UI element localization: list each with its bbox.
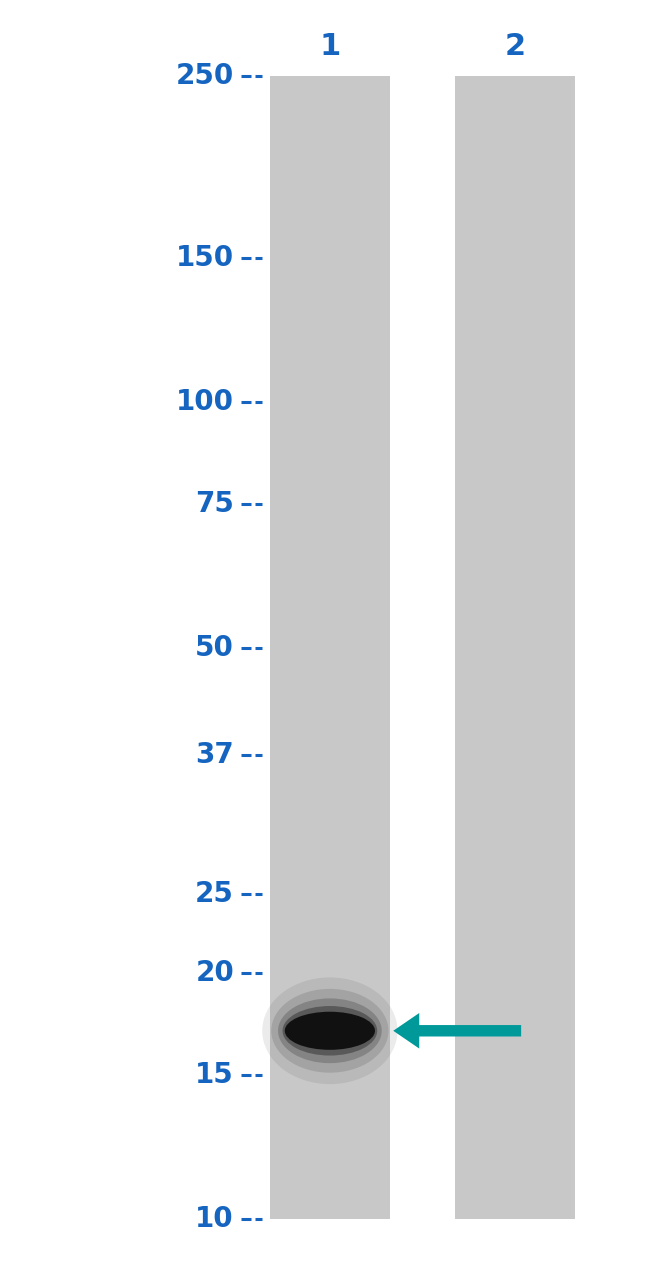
- Text: 25: 25: [195, 880, 234, 908]
- Text: 37: 37: [195, 740, 234, 768]
- Text: 20: 20: [195, 959, 234, 987]
- Text: 250: 250: [176, 62, 234, 90]
- Bar: [270, 76, 390, 1219]
- Text: 10: 10: [196, 1205, 234, 1233]
- Text: 50: 50: [195, 634, 234, 662]
- Ellipse shape: [278, 998, 382, 1063]
- Ellipse shape: [262, 978, 398, 1085]
- Bar: [455, 76, 575, 1219]
- Text: 75: 75: [195, 490, 234, 518]
- Text: 2: 2: [504, 32, 526, 61]
- Ellipse shape: [283, 1006, 377, 1055]
- Ellipse shape: [271, 989, 389, 1073]
- FancyArrow shape: [393, 1013, 521, 1049]
- Ellipse shape: [285, 1012, 375, 1050]
- Text: 100: 100: [176, 387, 234, 415]
- Text: 150: 150: [176, 244, 234, 272]
- Text: 15: 15: [195, 1062, 234, 1090]
- Text: 1: 1: [319, 32, 341, 61]
